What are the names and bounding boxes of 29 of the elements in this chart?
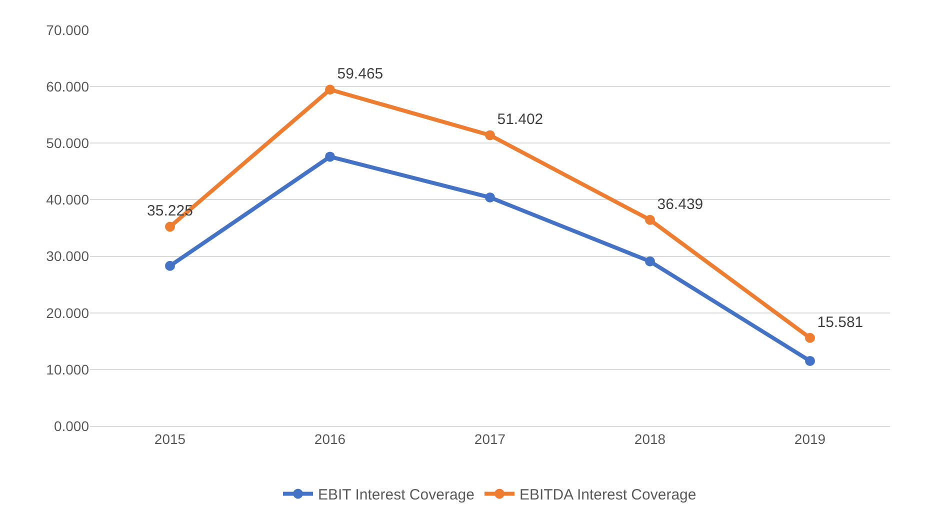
x-tick-label: 2018 (634, 430, 666, 447)
y-tick-label: 50.000 (46, 135, 90, 152)
point (325, 152, 335, 162)
y-tick-label: 10.000 (46, 361, 90, 378)
point (485, 192, 495, 202)
y-tick-label: 0.000 (54, 418, 90, 434)
x-tick-label: 2015 (154, 430, 186, 447)
point (645, 256, 655, 266)
legend-label: EBIT Interest Coverage (318, 486, 474, 504)
point (485, 130, 495, 140)
y-tick-label: 70.000 (46, 22, 90, 38)
y-tick-label: 40.000 (46, 192, 90, 208)
y-tick-label: 30.000 (46, 248, 90, 264)
x-tick-label: 2016 (314, 430, 346, 447)
y-tick-label: 60.000 (46, 78, 90, 94)
point (325, 84, 335, 95)
point (805, 356, 815, 366)
data-label: 51.402 (497, 111, 544, 128)
point (165, 260, 175, 271)
y-tick-label: 20.000 (46, 304, 90, 321)
data-label: 36.439 (657, 196, 704, 213)
point (805, 332, 815, 343)
legend-label: EBITDA Interest Coverage (519, 486, 696, 504)
data-label: 15.581 (817, 314, 864, 331)
x-tick-label: 2019 (794, 430, 826, 447)
data-label: 59.465 (337, 66, 384, 83)
x-tick-label: 2017 (474, 430, 506, 447)
point (165, 222, 175, 232)
point (645, 214, 655, 225)
